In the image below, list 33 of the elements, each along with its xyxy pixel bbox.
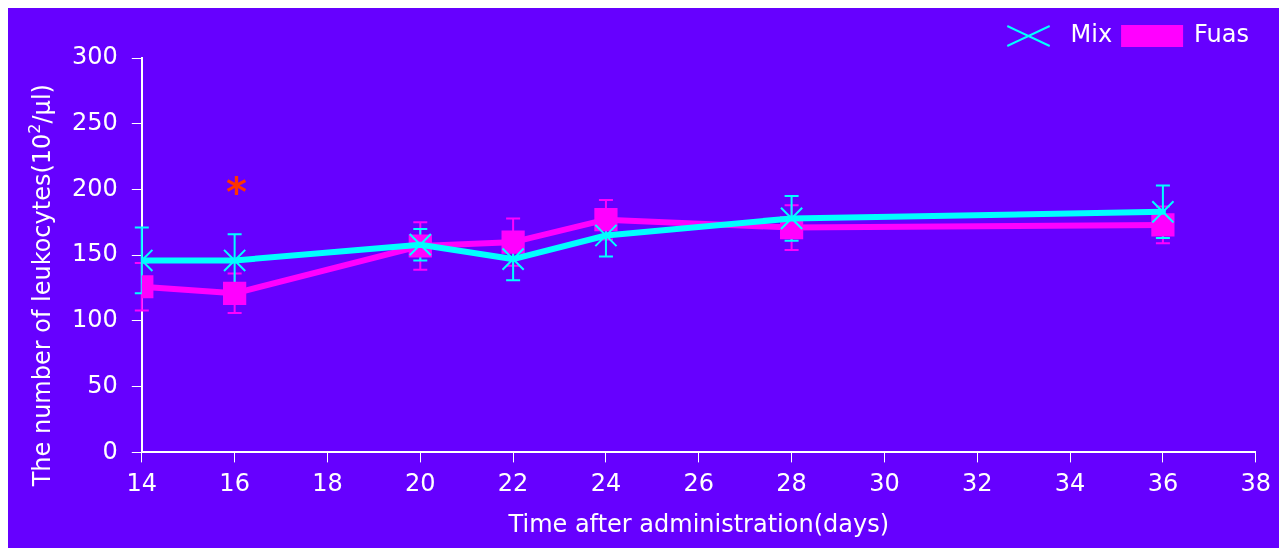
y-tick-label: 150 [72, 239, 118, 268]
legend-label: Mix [1070, 20, 1113, 49]
y-tick-label: 250 [72, 107, 118, 136]
y-tick-label: 300 [72, 42, 118, 71]
x-tick-label: 24 [590, 469, 622, 498]
y-tick-label: 200 [72, 173, 118, 202]
point [223, 248, 247, 273]
y-axis-title: The number of leukocytes(102/μl) [25, 84, 56, 488]
point [223, 281, 247, 305]
legend-label: Fuas [1194, 20, 1250, 49]
x-tick-label: 18 [312, 469, 343, 498]
x-tick-label: 20 [405, 469, 436, 498]
x-tick-label: 34 [1054, 469, 1086, 498]
x-tick-label: 30 [869, 469, 900, 498]
x-tick-label: 36 [1147, 469, 1179, 498]
x-tick-label: 16 [219, 469, 250, 498]
point [779, 206, 804, 230]
point [1151, 200, 1175, 224]
x-tick-label: 14 [126, 469, 158, 498]
annotation: * [226, 169, 248, 216]
x-axis-title: Time after administration(days) [507, 509, 890, 538]
x-tick-label: 38 [1240, 469, 1271, 498]
x-tick-label: 26 [683, 469, 715, 498]
point [594, 223, 618, 248]
x-tick-label: 22 [497, 469, 529, 498]
x-tick-label: 28 [776, 469, 807, 498]
point [501, 230, 525, 254]
y-tick-label: 0 [102, 436, 118, 465]
y-tick-label: 100 [72, 305, 118, 334]
point [594, 208, 618, 232]
y-tick-label: 50 [87, 370, 118, 399]
point [501, 247, 525, 271]
x-tick-label: 32 [961, 469, 993, 498]
